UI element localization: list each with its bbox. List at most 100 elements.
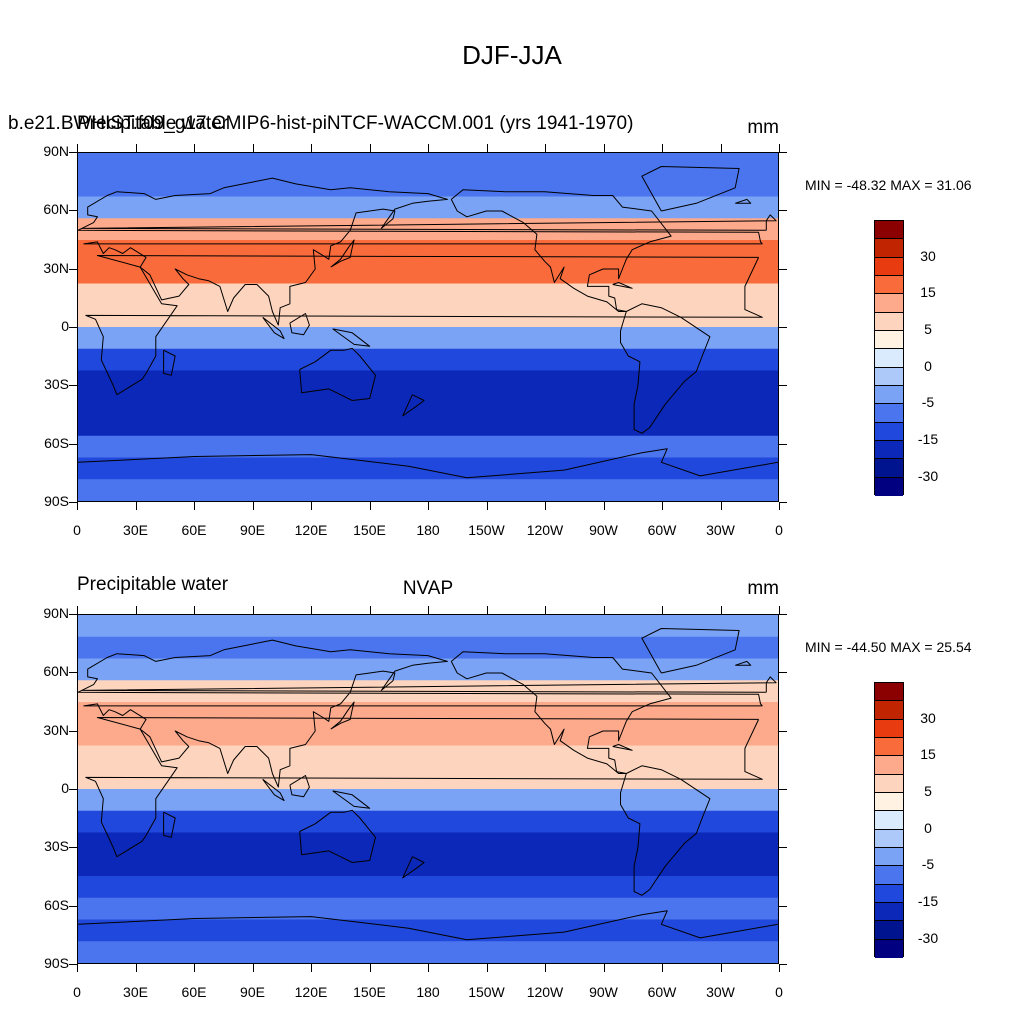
colorbar-label: 30 bbox=[920, 247, 936, 264]
y-tick-mark bbox=[69, 847, 77, 848]
colorbar-swatch bbox=[875, 422, 903, 441]
coastline bbox=[262, 778, 285, 802]
x-tick-mark bbox=[604, 144, 605, 152]
y-tick-mark bbox=[69, 614, 77, 615]
colorbar-label: 0 bbox=[924, 819, 932, 836]
coastline bbox=[612, 282, 633, 289]
colorbar-swatch bbox=[875, 683, 903, 702]
colorbar-swatch bbox=[875, 459, 903, 478]
x-tick-mark bbox=[779, 606, 780, 614]
colorbar-swatch bbox=[875, 257, 903, 276]
field-band bbox=[78, 876, 778, 899]
coastline bbox=[735, 660, 752, 666]
y-tick-mark bbox=[779, 327, 787, 328]
colorbar-label: 0 bbox=[924, 357, 932, 374]
y-tick-mark bbox=[779, 444, 787, 445]
panel2-min-max: MIN = -44.50 MAX = 25.54 bbox=[805, 639, 972, 655]
x-tick-mark bbox=[545, 964, 546, 972]
colorbar-swatch bbox=[875, 404, 903, 423]
x-tick-mark bbox=[779, 964, 780, 972]
panel1-min-max: MIN = -48.32 MAX = 31.06 bbox=[805, 177, 972, 193]
y-tick-mark bbox=[779, 906, 787, 907]
colorbar-label: -15 bbox=[917, 431, 939, 447]
x-tick-mark bbox=[253, 144, 254, 152]
y-tick-mark bbox=[779, 152, 787, 153]
x-tick-mark bbox=[545, 606, 546, 614]
y-tick-mark bbox=[779, 964, 787, 965]
y-tick-mark bbox=[69, 789, 77, 790]
colorbar-label: -5 bbox=[921, 394, 935, 411]
x-tick-label: 150W bbox=[468, 522, 505, 538]
field-band bbox=[78, 723, 778, 747]
y-tick-mark bbox=[779, 502, 787, 503]
x-tick-label: 120W bbox=[526, 522, 564, 538]
x-tick-mark bbox=[370, 144, 371, 152]
x-tick-mark bbox=[194, 606, 195, 614]
coastline bbox=[735, 198, 752, 204]
colorbar-swatch bbox=[875, 811, 903, 830]
x-tick-mark bbox=[311, 144, 312, 152]
colorbar-swatch bbox=[875, 792, 903, 812]
y-tick-label: 60S bbox=[44, 896, 69, 913]
coastline bbox=[332, 328, 371, 347]
x-tick-label: 180 bbox=[416, 522, 440, 538]
coastline bbox=[330, 701, 355, 730]
field-band bbox=[78, 414, 778, 437]
coastline bbox=[163, 811, 176, 838]
coastline bbox=[450, 651, 672, 774]
field-band bbox=[78, 745, 778, 768]
x-tick-mark bbox=[311, 502, 312, 510]
x-tick-mark bbox=[545, 144, 546, 152]
x-tick-mark bbox=[194, 964, 195, 972]
y-tick-mark bbox=[69, 152, 77, 153]
y-tick-mark bbox=[69, 502, 77, 503]
field-band bbox=[78, 897, 778, 921]
x-tick-mark bbox=[253, 502, 254, 510]
colorbar-label: 5 bbox=[924, 783, 932, 799]
field-band bbox=[78, 348, 778, 372]
panel1-units: mm bbox=[747, 117, 779, 138]
x-tick-label: 90E bbox=[240, 522, 265, 538]
x-tick-mark bbox=[721, 606, 722, 614]
y-tick-mark bbox=[779, 731, 787, 732]
field-band bbox=[78, 658, 778, 681]
x-tick-label: 60W bbox=[647, 522, 677, 538]
colorbar-label: 5 bbox=[924, 321, 932, 337]
x-tick-mark bbox=[194, 502, 195, 510]
coastline bbox=[78, 639, 763, 788]
x-tick-label: 90W bbox=[589, 522, 618, 538]
field-band bbox=[78, 832, 778, 855]
colorbar-swatch bbox=[875, 275, 903, 295]
colorbar-swatch bbox=[875, 737, 903, 757]
coastline bbox=[641, 628, 740, 674]
y-tick-mark bbox=[779, 789, 787, 790]
x-tick-mark bbox=[604, 964, 605, 972]
colorbar-swatch bbox=[875, 719, 903, 738]
colorbar-swatch bbox=[875, 330, 903, 350]
coastline bbox=[641, 166, 740, 212]
y-tick-mark bbox=[779, 672, 787, 673]
x-tick-label: 0 bbox=[73, 984, 81, 1000]
y-tick-mark bbox=[69, 672, 77, 673]
x-tick-label: 150W bbox=[468, 984, 505, 1000]
y-tick-mark bbox=[69, 327, 77, 328]
y-tick-mark bbox=[779, 614, 787, 615]
x-tick-mark bbox=[487, 502, 488, 510]
x-tick-label: 30E bbox=[123, 522, 148, 538]
x-tick-mark bbox=[370, 502, 371, 510]
colorbar-swatch bbox=[875, 312, 903, 331]
x-tick-label: 90W bbox=[589, 984, 618, 1000]
x-tick-label: 30W bbox=[706, 984, 735, 1000]
y-tick-label: 90S bbox=[44, 955, 69, 971]
x-tick-label: 30W bbox=[706, 522, 735, 538]
y-tick-mark bbox=[69, 210, 77, 211]
y-tick-mark bbox=[69, 731, 77, 732]
colorbar-swatch bbox=[875, 367, 903, 386]
field-band bbox=[78, 196, 778, 219]
y-tick-label: 30S bbox=[44, 838, 69, 855]
field-band bbox=[78, 810, 778, 834]
coastline bbox=[85, 255, 763, 396]
field-band bbox=[78, 615, 778, 638]
field-band bbox=[78, 392, 778, 415]
coastline bbox=[81, 676, 777, 693]
